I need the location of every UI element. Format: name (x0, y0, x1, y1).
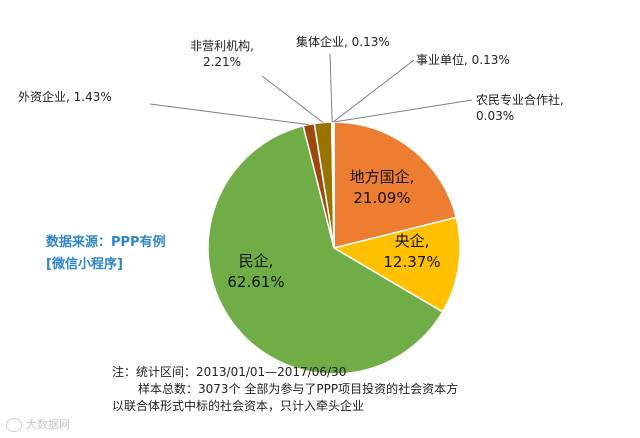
pie-slice-local-soe (333, 121, 458, 249)
leader-line-foreign (149, 103, 309, 126)
pie-slice-central-soe (332, 216, 461, 313)
footnote-sample: 样本总数：3073个 全部为参与了PPP项目投资的社会资本方 (138, 382, 459, 396)
data-source-note: 数据来源：PPP有例 [微信小程序] (46, 232, 166, 276)
watermark: 大数据网 (6, 416, 70, 432)
pie-slice-private (207, 124, 444, 375)
watermark-text: 大数据网 (26, 418, 70, 431)
leader-line-public-institution (332, 59, 415, 123)
footnote-consortium: 以联合体形式中标的社会资本，只计入牵头企业 (112, 399, 365, 413)
slice-label-local-soe: 地方国企, 21.09% (350, 168, 415, 207)
watermark-logo-icon (6, 418, 22, 432)
slice-label-central-soe: 央企, 12.37% (383, 232, 440, 271)
leader-line-farmer-coop (333, 99, 473, 123)
slice-label-nonprofit: 非营利机构, 2.21% (190, 38, 254, 69)
slice-label-private: 民企, 62.61% (227, 252, 284, 291)
pie-labels: 地方国企, 21.09% 央企, 12.37% 民企, 62.61% 外资企业, 1.43%… (18, 34, 564, 291)
data-source-line: 数据来源：PPP有例 (46, 235, 166, 250)
footnote: 注：统计区间：2013/01/01—2017/06/30 样本总数：3073个 … (112, 364, 458, 415)
slice-label-public-institution: 事业单位, 0.13% (416, 52, 510, 67)
footnote-period: 注：统计区间：2013/01/01—2017/06/30 (112, 365, 347, 379)
leader-line-collective (329, 53, 333, 123)
slice-label-collective: 集体企业, 0.13% (296, 34, 390, 49)
slice-label-farmer-coop: 农民专业合作社, 0.03% (476, 92, 564, 123)
slice-label-foreign: 外资企业, 1.43% (18, 89, 112, 104)
pie-slices (207, 121, 461, 375)
leader-line-nonprofit (261, 75, 324, 123)
data-source-subline: [微信小程序] (46, 257, 123, 272)
